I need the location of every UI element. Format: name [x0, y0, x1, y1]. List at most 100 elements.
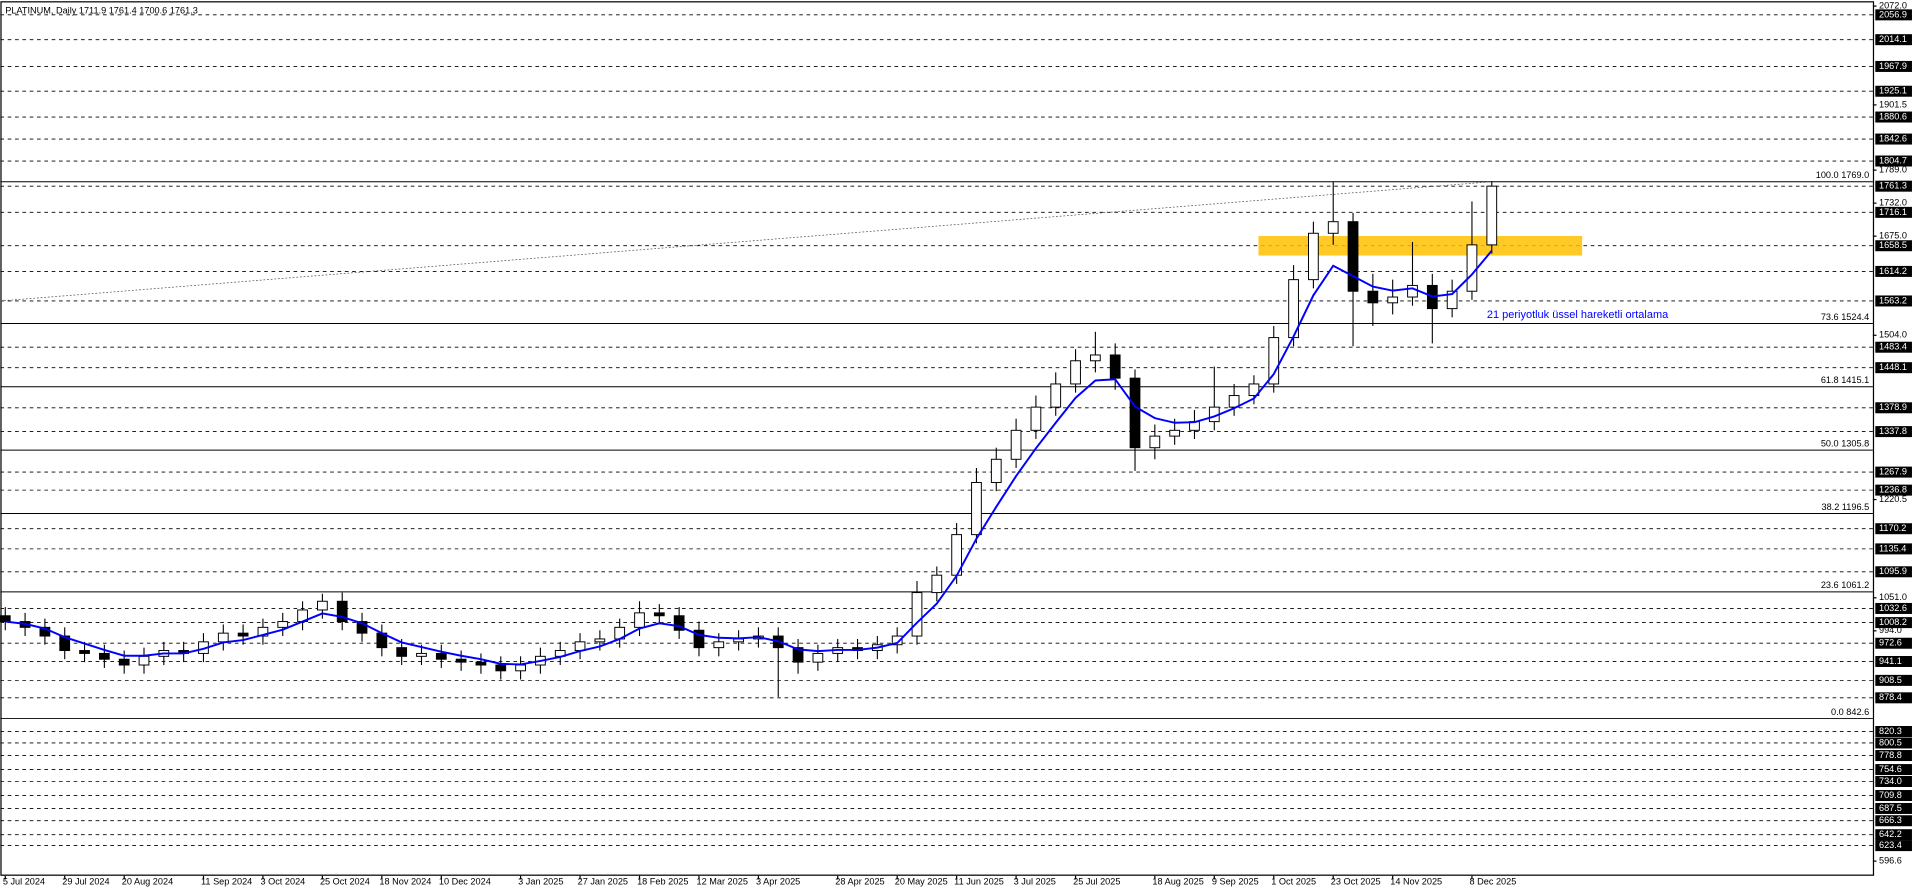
candle-body	[1407, 284, 1418, 298]
x-tick-label: 18 Feb 2025	[637, 876, 688, 886]
candle-body	[416, 652, 427, 657]
y-tick-label: 1732.0	[1879, 198, 1907, 208]
level-label: 908.5	[1879, 675, 1902, 685]
level-label-box	[1875, 34, 1912, 46]
level-label-box	[1875, 802, 1912, 814]
y-tick-label: 1220.5	[1879, 494, 1907, 504]
x-tick-label: 9 Sep 2025	[1212, 876, 1259, 886]
level-label-box	[1875, 602, 1912, 614]
candle-body	[1129, 377, 1141, 449]
candle-body	[1050, 383, 1062, 408]
y-tick-label: 596.6	[1879, 856, 1902, 866]
level-label-box	[1875, 566, 1912, 578]
x-tick-label: 10 Dec 2024	[439, 876, 491, 886]
fib-label: 38.2 1196.5	[1822, 502, 1870, 512]
level-label: 1563.2	[1879, 295, 1907, 305]
level-label-box	[1875, 295, 1912, 307]
fib-label: 23.6 1061.2	[1821, 580, 1869, 590]
candle-body	[1169, 429, 1181, 437]
x-tick-label: 23 Oct 2025	[1331, 876, 1381, 886]
x-tick-label: 29 Jul 2024	[62, 876, 109, 886]
level-label-box	[1875, 790, 1912, 802]
candle-body	[495, 664, 507, 672]
x-tick-label: 25 Oct 2024	[320, 876, 370, 886]
level-label-box	[1875, 776, 1912, 787]
candle-body	[277, 621, 289, 628]
y-tick-label: 1675.0	[1879, 231, 1907, 241]
x-tick-label: 8 Dec 2025	[1470, 876, 1517, 886]
level-label-box	[1875, 206, 1912, 218]
candle-body	[1268, 337, 1280, 385]
candle-body	[594, 638, 606, 643]
level-label-box	[1875, 692, 1912, 704]
y-tick-label: 994.0	[1879, 625, 1902, 635]
ema-line	[5, 250, 1493, 666]
candle-body	[237, 632, 249, 637]
level-label-box	[1875, 111, 1912, 123]
fib-label: 73.6 1524.4	[1821, 312, 1869, 322]
level-label-box	[1875, 155, 1912, 167]
level-label: 1804.7	[1879, 155, 1907, 165]
candle-body	[1367, 290, 1379, 304]
candle-body	[1308, 232, 1319, 281]
level-label: 1658.5	[1879, 240, 1907, 250]
trendline	[0, 181, 1492, 302]
level-label: 1925.1	[1879, 86, 1907, 96]
candle-body	[1089, 354, 1101, 362]
x-tick-label: 3 Jan 2025	[518, 876, 563, 886]
x-tick-label: 18 Nov 2024	[379, 876, 431, 886]
x-tick-label: 3 Jul 2025	[1014, 876, 1056, 886]
fib-label: 61.8 1415.1	[1821, 375, 1869, 385]
x-tick-label: 20 May 2025	[895, 876, 948, 886]
candle-body	[98, 652, 110, 660]
candle-body	[336, 600, 348, 623]
level-label: 623.4	[1879, 840, 1902, 850]
level-label: 1337.8	[1879, 426, 1907, 436]
candle-body	[1466, 244, 1478, 292]
candle-body	[515, 664, 526, 672]
level-label: 878.4	[1879, 692, 1902, 702]
level-label: 2014.1	[1879, 34, 1907, 44]
fib-label: 100.0 1769.0	[1816, 170, 1869, 180]
candle-body	[990, 458, 1002, 483]
x-tick-label: 12 Mar 2025	[697, 876, 748, 886]
candle-body	[693, 629, 705, 649]
fib-label: 0.0 842.6	[1831, 707, 1869, 717]
y-tick-label: 1789.0	[1879, 165, 1907, 175]
level-label-box	[1875, 725, 1912, 737]
level-label-box	[1875, 750, 1912, 762]
level-label-box	[1875, 764, 1912, 776]
candle-body	[396, 647, 408, 657]
level-label: 754.6	[1879, 764, 1902, 774]
level-label: 642.2	[1879, 829, 1902, 839]
level-label-box	[1875, 674, 1912, 686]
candle-body	[356, 621, 368, 634]
candle-body	[792, 647, 804, 663]
y-tick-label: 1504.0	[1879, 330, 1907, 340]
level-label-box	[1875, 617, 1912, 629]
candle-body	[317, 600, 328, 611]
candle-body	[634, 612, 645, 628]
candle-body	[118, 658, 130, 666]
y-tick-label: 1901.5	[1879, 99, 1907, 109]
x-tick-label: 25 Jul 2025	[1073, 876, 1120, 886]
x-tick-label: 3 Apr 2025	[756, 876, 800, 886]
plot-frame	[0, 1, 1875, 876]
level-label: 800.5	[1879, 737, 1902, 747]
level-label: 1614.2	[1879, 266, 1907, 276]
level-label: 1032.6	[1879, 603, 1907, 613]
candle-body	[653, 612, 665, 617]
level-label-box	[1875, 133, 1912, 145]
candle-body	[673, 615, 685, 631]
level-label: 2056.9	[1879, 9, 1907, 19]
level-label-box	[1875, 341, 1912, 353]
level-label: 972.6	[1879, 638, 1902, 648]
candle-body	[455, 658, 467, 663]
candle-body	[971, 481, 982, 536]
level-label: 1716.1	[1879, 207, 1907, 217]
level-label: 709.8	[1879, 790, 1902, 800]
candle-body	[475, 661, 487, 666]
level-label: 1448.1	[1879, 362, 1907, 372]
candle-body	[1387, 296, 1399, 304]
